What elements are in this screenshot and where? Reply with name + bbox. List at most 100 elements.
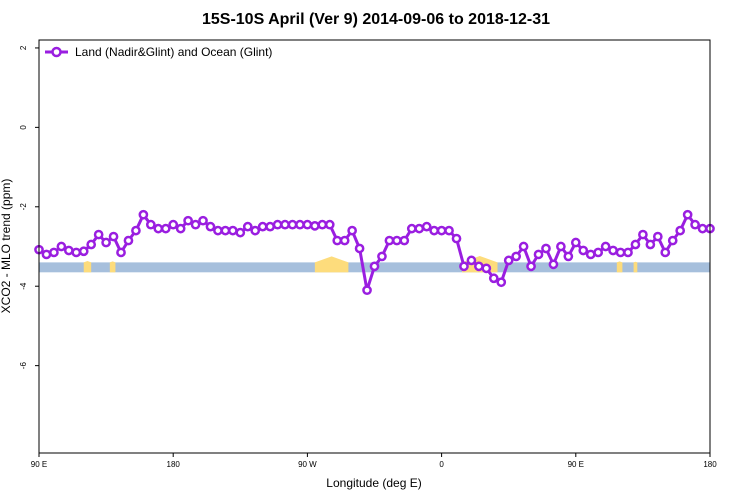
data-point	[608, 245, 618, 256]
data-point	[518, 241, 529, 252]
x-tick-label: 0	[439, 460, 444, 469]
data-point	[570, 237, 581, 248]
y-tick-label: -2	[19, 203, 28, 211]
data-point	[63, 245, 74, 256]
plot-frame	[38, 39, 711, 454]
data-point	[585, 249, 596, 260]
y-tick-label: -6	[19, 362, 28, 370]
data-point	[213, 225, 223, 236]
data-point	[183, 215, 193, 226]
data-point	[235, 227, 246, 238]
data-point	[220, 225, 231, 236]
data-point	[578, 245, 589, 256]
chart-title: 15S-10S April (Ver 9) 2014-09-06 to 2018…	[202, 11, 550, 28]
data-point	[660, 247, 671, 258]
data-point	[287, 219, 298, 230]
data-point	[377, 251, 387, 262]
data-point	[93, 229, 104, 240]
data-point	[556, 241, 566, 252]
data-point	[168, 219, 179, 230]
data-point	[697, 223, 708, 234]
data-point	[436, 225, 447, 236]
legend-marker-swatch	[51, 46, 62, 58]
data-point	[347, 225, 357, 236]
data-point	[548, 259, 559, 270]
data-point	[652, 231, 663, 242]
data-point	[123, 235, 134, 246]
x-tick-label: 90 E	[31, 460, 47, 469]
data-point	[272, 219, 283, 230]
y-axis: 2 0 -2 -4 -6	[19, 45, 39, 369]
series-layer	[34, 209, 715, 296]
land-patch-0	[83, 261, 92, 273]
data-point	[675, 225, 686, 236]
y-tick-label: 2	[19, 45, 28, 50]
data-point	[593, 247, 604, 258]
data-point	[362, 285, 372, 296]
data-point	[638, 229, 648, 240]
data-point	[690, 219, 700, 230]
land-patch-2	[314, 256, 349, 273]
y-tick-label: -4	[19, 282, 28, 290]
land-patch-5	[633, 261, 638, 273]
data-point	[369, 261, 380, 272]
x-tick-label: 90 W	[298, 460, 317, 469]
data-point	[459, 261, 469, 272]
data-point	[399, 235, 410, 246]
x-tick-label: 180	[167, 460, 181, 469]
data-point	[324, 219, 335, 230]
data-point	[615, 247, 626, 258]
data-point	[384, 235, 395, 246]
data-point	[265, 221, 275, 232]
legend: Land (Nadir&Glint) and Ocean (Glint)	[45, 45, 272, 59]
data-point	[153, 223, 164, 234]
data-point	[160, 223, 171, 234]
land-patch-1	[109, 261, 116, 273]
data-point	[280, 219, 290, 230]
data-point	[101, 237, 111, 248]
data-point	[190, 219, 201, 230]
y-axis-label: XCO2 - MLO trend (ppm)	[0, 179, 13, 314]
data-point	[310, 221, 320, 231]
data-point	[474, 261, 484, 272]
data-point	[175, 223, 186, 234]
data-point	[354, 243, 365, 254]
data-point	[600, 241, 611, 252]
data-point	[56, 241, 67, 252]
data-point	[392, 235, 402, 246]
data-point	[339, 235, 350, 246]
data-point	[145, 219, 156, 230]
data-point	[131, 225, 141, 236]
data-point	[78, 246, 89, 257]
data-point	[242, 221, 253, 232]
data-point	[205, 221, 216, 232]
data-point	[503, 255, 514, 266]
x-axis-label: Longitude (deg E)	[326, 476, 421, 490]
data-point	[257, 221, 268, 232]
data-point	[533, 249, 544, 260]
data-point	[295, 219, 305, 230]
data-point	[623, 247, 633, 258]
data-point	[444, 225, 454, 236]
data-point	[41, 249, 52, 260]
data-point	[667, 235, 678, 246]
data-point	[682, 209, 693, 220]
data-point	[429, 225, 439, 236]
data-point	[451, 233, 462, 244]
data-point	[71, 247, 82, 258]
data-point	[332, 235, 343, 246]
data-point	[421, 221, 432, 232]
data-point	[526, 261, 536, 272]
data-point	[198, 215, 208, 226]
data-point	[49, 247, 59, 258]
data-point	[466, 255, 477, 266]
data-point	[563, 251, 574, 262]
data-point	[541, 243, 551, 254]
data-point	[116, 247, 126, 258]
x-axis: 90 E 180 90 W 0 90 E 180	[31, 453, 717, 469]
data-point	[511, 251, 522, 262]
y-tick-label: 0	[19, 125, 28, 130]
data-point	[108, 231, 119, 242]
data-point	[496, 277, 507, 288]
